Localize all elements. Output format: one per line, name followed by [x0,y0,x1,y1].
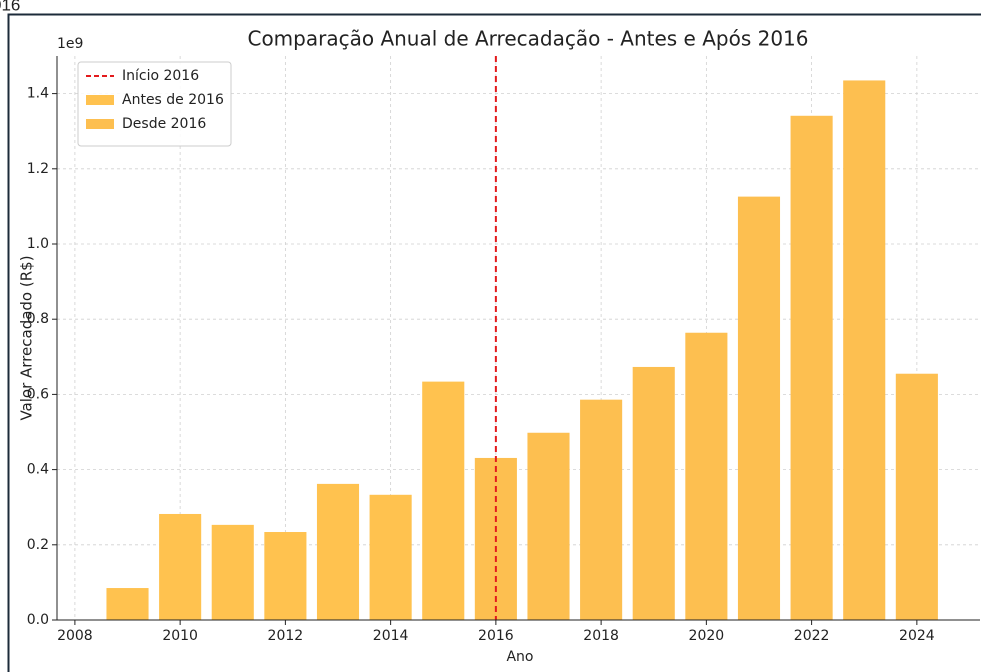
bar [843,80,886,620]
x-tick-label: 2012 [268,628,304,644]
bar [895,373,938,620]
bar [264,532,307,620]
frame [7,13,981,672]
header-fragment: 016 [0,0,20,14]
bar [527,432,570,620]
offset-label: 1e9 [57,36,83,52]
y-tick-label: 0.8 [27,311,49,327]
bar [580,399,623,620]
legend-swatch [86,119,114,129]
y-tick-label: 0.2 [27,537,49,553]
bar [159,513,202,620]
legend-label: Desde 2016 [122,116,206,132]
x-tick-label: 2014 [373,628,409,644]
bar [685,332,728,620]
y-tick-label: 1.0 [27,236,49,252]
x-tick-label: 2008 [57,628,93,644]
bar [790,115,833,620]
bar [369,494,412,620]
x-tick-label: 2016 [478,628,514,644]
y-tick-label: 0.4 [27,462,49,478]
x-axis-label: Ano [506,649,533,665]
x-tick-label: 2018 [583,628,619,644]
legend-label: Início 2016 [122,68,199,84]
x-tick-label: 2022 [794,628,830,644]
y-tick-label: 1.2 [27,161,49,177]
y-tick-label: 1.4 [27,86,49,102]
bar [737,196,781,620]
y-axis-label: Valor Arrecadado (R$) [18,255,36,420]
x-tick-label: 2020 [689,628,725,644]
bar [106,588,149,620]
bar [211,524,254,620]
legend-swatch [86,95,114,105]
axes-frame [56,56,980,621]
bar [422,381,465,620]
legend-box [77,61,232,147]
y-tick-label: 0.6 [27,386,49,402]
chart-title: Comparação Anual de Arrecadação - Antes … [247,27,808,51]
legend-label: Antes de 2016 [122,92,224,108]
x-tick-label: 2010 [162,628,198,644]
bar [632,366,675,620]
y-tick-label: 0.0 [27,612,49,628]
x-tick-label: 2024 [899,628,935,644]
bar [316,483,360,620]
